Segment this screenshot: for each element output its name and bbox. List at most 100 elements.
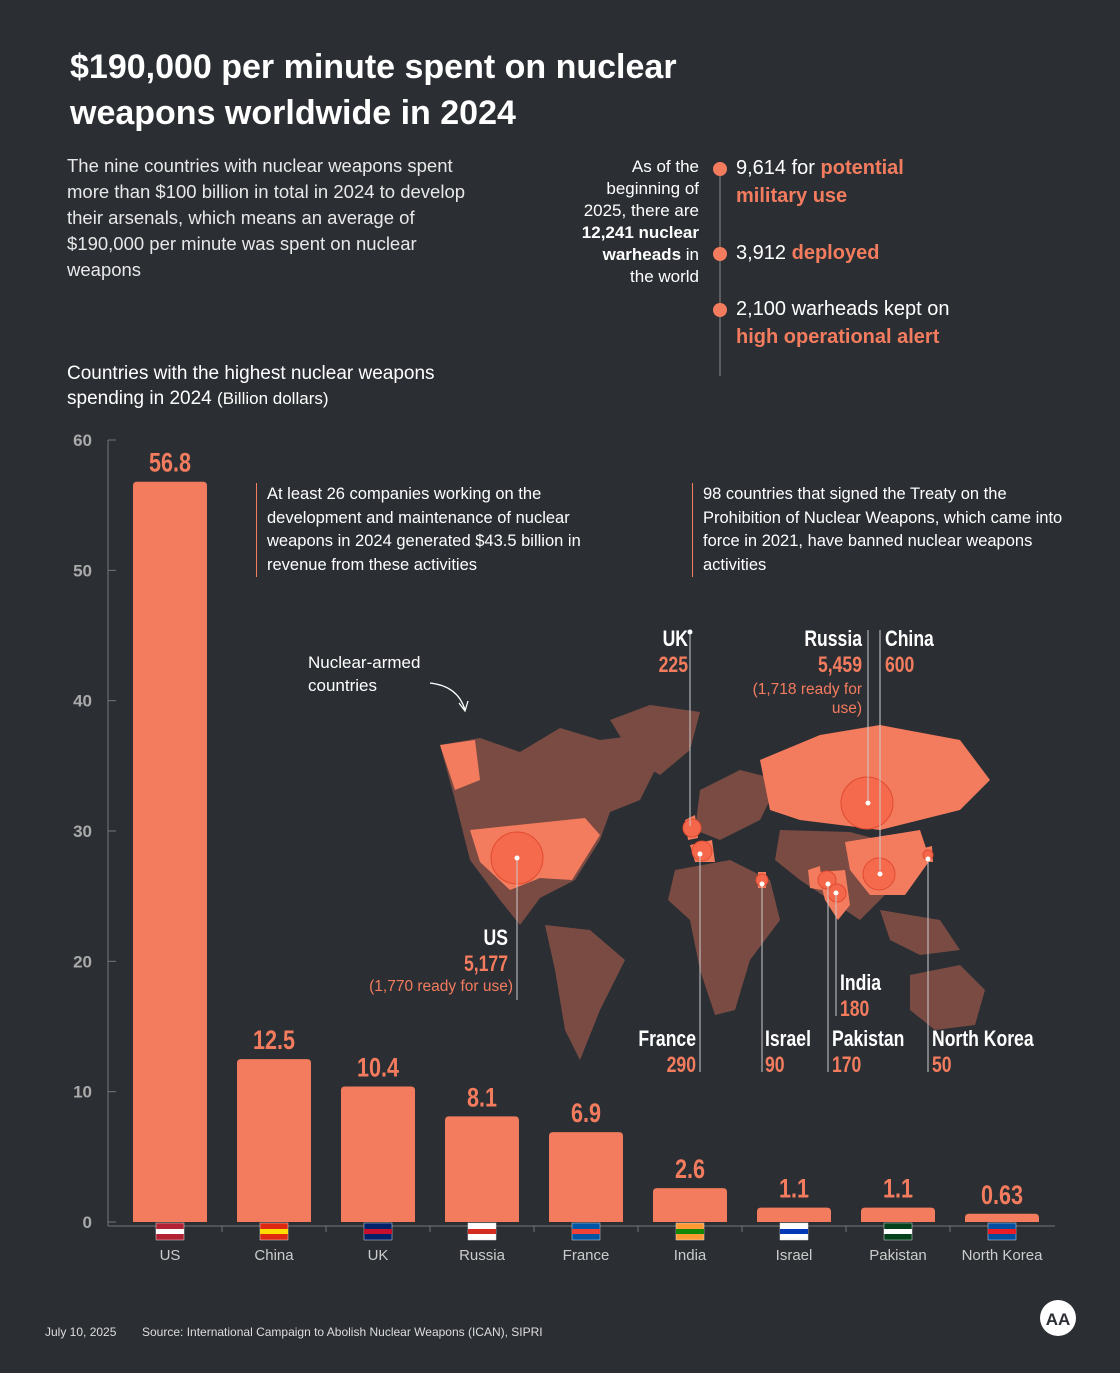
country-name: UK	[663, 627, 689, 651]
y-tick-label: 60	[73, 431, 92, 450]
timeline-dot	[713, 162, 727, 176]
bar	[445, 1116, 519, 1222]
item-text: 2,100 warheads kept on	[736, 298, 950, 320]
flag-stripe	[988, 1229, 1016, 1234]
bar	[237, 1059, 311, 1222]
pin	[925, 856, 931, 862]
country-name: Pakistan	[832, 1027, 904, 1051]
country-name: US	[484, 926, 508, 950]
pin	[687, 629, 693, 635]
pin	[759, 881, 765, 887]
lead-bold: 12,241 nuclear warheads	[581, 223, 699, 264]
data-label: 56.8	[149, 449, 191, 479]
data-label: 0.63	[981, 1181, 1023, 1211]
item-highlight: deployed	[791, 242, 880, 264]
warheads-item: 2,100 warheads kept on high operational …	[736, 295, 966, 351]
pin	[514, 855, 520, 861]
y-tick-label: 40	[73, 692, 92, 711]
pin	[697, 851, 703, 857]
pin	[865, 800, 871, 806]
logo: AA	[1040, 1300, 1076, 1336]
y-tick-label: 10	[73, 1083, 92, 1102]
x-tick-label: North Korea	[962, 1247, 1044, 1264]
country-name: India	[840, 971, 882, 995]
pin	[833, 890, 839, 896]
bar	[341, 1086, 415, 1222]
bar	[133, 481, 207, 1222]
warheads-item: 3,912 deployed	[736, 239, 966, 267]
y-tick-label: 50	[73, 561, 92, 580]
country-warheads: 290	[667, 1053, 696, 1077]
y-tick-label: 20	[73, 952, 92, 971]
country-warheads: 180	[840, 997, 869, 1021]
x-tick-label: UK	[368, 1247, 389, 1264]
flag-stripe	[364, 1229, 392, 1234]
x-tick-label: US	[160, 1247, 181, 1264]
note: At least 26 companies working on the dev…	[256, 483, 637, 577]
warheads-item: 9,614 for potential military use	[736, 154, 966, 210]
data-label: 1.1	[883, 1174, 913, 1204]
item-text: 3,912	[736, 242, 787, 264]
bar	[757, 1207, 831, 1222]
country-warheads: 50	[932, 1053, 952, 1077]
bar	[549, 1132, 623, 1222]
country-name: North Korea	[932, 1027, 1034, 1051]
bar	[965, 1213, 1039, 1222]
item-highlight: high operational alert	[736, 326, 940, 348]
item-highlight: potential military use	[736, 157, 904, 207]
item-text: 9,614 for	[736, 157, 815, 179]
bar	[653, 1188, 727, 1222]
data-label: 12.5	[253, 1026, 295, 1056]
chart-title-text: Countries with the highest nuclear weapo…	[67, 363, 435, 409]
timeline-dot	[713, 303, 727, 317]
data-label: 10.4	[357, 1053, 399, 1083]
flag-stripe	[676, 1229, 704, 1234]
data-label: 6.9	[571, 1099, 601, 1129]
lead-text: As of the beginning of 2025, there are	[583, 157, 699, 220]
data-label: 8.1	[467, 1083, 497, 1113]
flag-stripe	[260, 1229, 288, 1234]
footer-source: Source: International Campaign to Abolis…	[142, 1325, 543, 1339]
flag-stripe	[884, 1229, 912, 1234]
country-warheads: 5,459	[818, 653, 862, 677]
country-name: China	[885, 627, 935, 651]
svg-text:AA: AA	[1046, 1310, 1071, 1329]
flag-stripe	[572, 1229, 600, 1234]
data-label: 1.1	[779, 1174, 809, 1204]
footer-date: July 10, 2025	[45, 1325, 117, 1339]
x-tick-label: India	[674, 1247, 707, 1264]
country-name: Russia	[804, 627, 862, 651]
title: $190,000 per minute spent on nuclear wea…	[70, 48, 677, 132]
lead-text: in the world	[630, 245, 699, 286]
flag-stripe	[780, 1229, 808, 1234]
pin	[877, 871, 883, 877]
y-tick-label: 30	[73, 822, 92, 841]
x-tick-label: France	[563, 1247, 610, 1264]
pin	[825, 881, 831, 887]
country-warheads: 170	[832, 1053, 861, 1077]
country-warheads: 600	[885, 653, 914, 677]
country-warheads: 225	[659, 653, 688, 677]
bar	[861, 1207, 935, 1222]
country-name: Israel	[765, 1027, 811, 1051]
flag-stripe	[468, 1229, 496, 1234]
intro: The nine countries with nuclear weapons …	[67, 155, 466, 280]
chart-unit: (Billion dollars)	[217, 389, 329, 408]
x-tick-label: Israel	[776, 1247, 813, 1264]
warheads-lead: As of the beginning of 2025, there are 1…	[580, 156, 699, 288]
chart-title: Countries with the highest nuclear weapo…	[67, 361, 487, 411]
country-warheads: 5,177	[464, 952, 508, 976]
country-note: (1,770 ready for use)	[369, 978, 513, 995]
note: 98 countries that signed the Treaty on t…	[692, 483, 1073, 577]
y-tick-label: 0	[83, 1213, 92, 1232]
x-tick-label: China	[254, 1247, 294, 1264]
data-label: 2.6	[675, 1155, 705, 1185]
country-note: (1,718 ready for use)	[752, 681, 862, 717]
flag-stripe	[156, 1229, 184, 1234]
x-tick-label: Russia	[459, 1247, 506, 1264]
map-label: Nuclear-armed countries	[308, 653, 421, 695]
timeline-dot	[713, 247, 727, 261]
x-tick-label: Pakistan	[869, 1247, 927, 1264]
